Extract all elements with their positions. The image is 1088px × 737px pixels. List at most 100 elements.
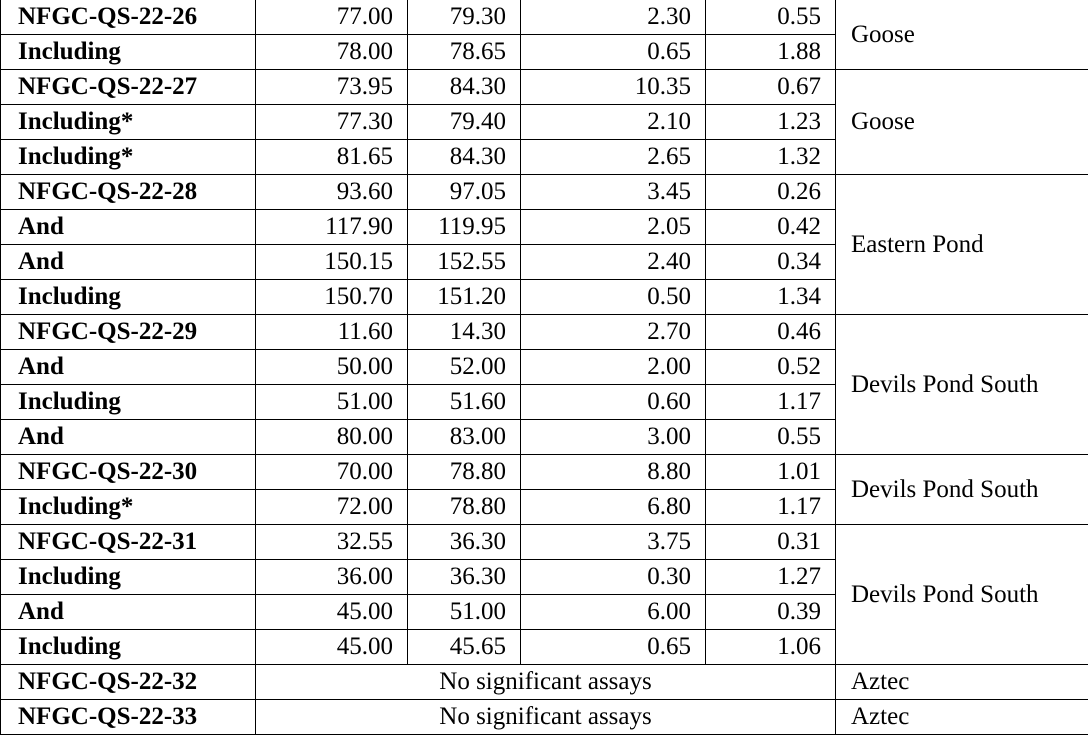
to: 83.00 — [407, 419, 521, 455]
hole-id: Including* — [0, 104, 256, 140]
table-row: And 50.00 52.00 2.00 0.52 — [0, 349, 1088, 385]
grade: 1.34 — [705, 279, 836, 315]
interval: 2.30 — [520, 0, 706, 35]
zone: Aztec — [835, 664, 1088, 700]
from: 150.15 — [255, 244, 408, 280]
to: 84.30 — [407, 69, 521, 105]
interval: 2.40 — [520, 244, 706, 280]
hole-id: NFGC-QS-22-30 — [0, 454, 256, 490]
grade: 0.52 — [705, 349, 836, 385]
hole-id: NFGC-QS-22-27 — [0, 69, 256, 105]
to: 79.30 — [407, 0, 521, 35]
table-row: NFGC-QS-22-30 70.00 78.80 8.80 1.01 Devils Po… — [0, 454, 1088, 525]
table-row: Including 51.00 51.60 0.60 1.17 — [0, 384, 1088, 420]
grade: 0.31 — [705, 524, 836, 560]
grade: 1.32 — [705, 139, 836, 175]
grade: 1.01 — [705, 454, 836, 490]
zone: Devils Pond South — [835, 454, 1088, 525]
from: 70.00 — [255, 454, 408, 490]
hole-id: NFGC-QS-22-26 — [0, 0, 256, 35]
note: No significant assays — [255, 699, 836, 735]
grade: 0.55 — [705, 419, 836, 455]
to: 152.55 — [407, 244, 521, 280]
table-row: Including* 81.65 84.30 2.65 1.32 — [0, 139, 1088, 175]
grade: 1.27 — [705, 559, 836, 595]
to: 97.05 — [407, 174, 521, 210]
grade: 0.46 — [705, 314, 836, 350]
from: 72.00 — [255, 489, 408, 525]
grade: 1.17 — [705, 489, 836, 525]
table-row: NFGC-QS-22-31 32.55 36.30 3.75 0.31 Devils Po… — [0, 524, 1088, 665]
interval: 2.05 — [520, 209, 706, 245]
interval: 0.65 — [520, 34, 706, 70]
hole-id: NFGC-QS-22-28 — [0, 174, 256, 210]
interval: 0.60 — [520, 384, 706, 420]
interval: 2.70 — [520, 314, 706, 350]
table-row: And 117.90 119.95 2.05 0.42 — [0, 209, 1088, 245]
hole-id: NFGC-QS-22-29 — [0, 314, 256, 350]
hole-id: Including — [0, 629, 256, 665]
to: 51.60 — [407, 384, 521, 420]
hole-id: Including* — [0, 489, 256, 525]
hole-id: And — [0, 419, 256, 455]
to: 36.30 — [407, 559, 521, 595]
grade: 0.39 — [705, 594, 836, 630]
interval: 0.30 — [520, 559, 706, 595]
hole-id: NFGC-QS-22-31 — [0, 524, 256, 560]
to: 14.30 — [407, 314, 521, 350]
zone: Goose — [835, 69, 1088, 175]
table-row: NFGC-QS-22-27 73.95 84.30 10.35 0.67 Goose — [0, 69, 1088, 175]
grade: 0.26 — [705, 174, 836, 210]
hole-id: And — [0, 209, 256, 245]
grade: 1.06 — [705, 629, 836, 665]
interval: 6.00 — [520, 594, 706, 630]
interval: 2.10 — [520, 104, 706, 140]
from: 50.00 — [255, 349, 408, 385]
from: 78.00 — [255, 34, 408, 70]
zone: Goose — [835, 0, 1088, 70]
from: 36.00 — [255, 559, 408, 595]
grade: 1.17 — [705, 384, 836, 420]
to: 79.40 — [407, 104, 521, 140]
hole-id: Including — [0, 384, 256, 420]
hole-id: NFGC-QS-22-32 — [0, 664, 256, 700]
to: 78.80 — [407, 489, 521, 525]
grade: 0.34 — [705, 244, 836, 280]
from: 73.95 — [255, 69, 408, 105]
grade: 0.67 — [705, 69, 836, 105]
hole-id: And — [0, 594, 256, 630]
zone: Devils Pond South — [835, 314, 1088, 455]
to: 52.00 — [407, 349, 521, 385]
table-row: NFGC-QS-22-33 No significant assays Aztec — [0, 699, 1088, 735]
interval: 0.65 — [520, 629, 706, 665]
from: 45.00 — [255, 594, 408, 630]
interval: 3.00 — [520, 419, 706, 455]
from: 51.00 — [255, 384, 408, 420]
hole-id: Including — [0, 34, 256, 70]
table-row: And 150.15 152.55 2.40 0.34 — [0, 244, 1088, 280]
from: 77.30 — [255, 104, 408, 140]
table-row: And 80.00 83.00 3.00 0.55 — [0, 419, 1088, 455]
zone: Devils Pond South — [835, 524, 1088, 665]
to: 119.95 — [407, 209, 521, 245]
grade: 0.55 — [705, 0, 836, 35]
from: 45.00 — [255, 629, 408, 665]
hole-id: And — [0, 244, 256, 280]
from: 117.90 — [255, 209, 408, 245]
hole-id: Including — [0, 279, 256, 315]
interval: 3.45 — [520, 174, 706, 210]
table-row: Including* 77.30 79.40 2.10 1.23 — [0, 104, 1088, 140]
hole-id: Including* — [0, 139, 256, 175]
from: 11.60 — [255, 314, 408, 350]
table-row: And 45.00 51.00 6.00 0.39 — [0, 594, 1088, 630]
to: 45.65 — [407, 629, 521, 665]
to: 78.65 — [407, 34, 521, 70]
interval: 2.00 — [520, 349, 706, 385]
interval: 10.35 — [520, 69, 706, 105]
from: 93.60 — [255, 174, 408, 210]
interval: 8.80 — [520, 454, 706, 490]
zone: Aztec — [835, 699, 1088, 735]
to: 51.00 — [407, 594, 521, 630]
